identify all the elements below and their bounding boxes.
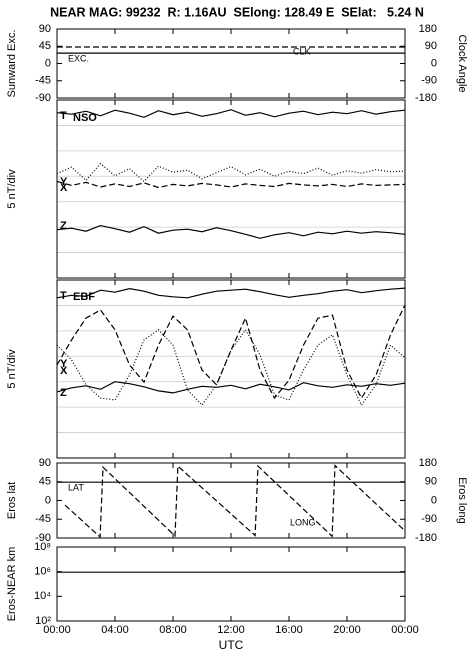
series-label: X — [60, 182, 68, 194]
series-label: CLK — [293, 46, 311, 56]
series-label: LONG — [290, 517, 316, 527]
x-tick-label: 00:00 — [391, 624, 419, 636]
y-tick-label: 10² — [35, 615, 51, 627]
y2-tick-label: -90 — [421, 513, 437, 525]
series-line — [56, 180, 406, 189]
series-label: Z — [60, 387, 67, 399]
y-axis-label: Sunward Exc. — [6, 30, 18, 98]
series-line — [64, 464, 406, 539]
series-line — [56, 381, 406, 394]
y2-tick-label: 180 — [419, 23, 437, 35]
y-tick-label: 0 — [45, 494, 51, 506]
y-tick-label: 10⁴ — [34, 590, 51, 602]
x-tick-label: 20:00 — [333, 624, 361, 636]
y-axis-label: Eros lat — [6, 482, 18, 519]
series-label: LAT — [68, 482, 84, 492]
y-axis-label: 5 nT/div — [6, 169, 18, 209]
y-tick-label: 0 — [45, 57, 51, 69]
series-label: Y — [60, 358, 68, 370]
y2-tick-label: 90 — [425, 40, 437, 52]
y-tick-label: 90 — [39, 457, 51, 469]
y2-axis-label: Clock Angle — [456, 34, 468, 92]
y2-tick-label: 180 — [419, 457, 437, 469]
y-tick-label: -90 — [35, 532, 51, 544]
series-label: Z — [60, 220, 67, 232]
y-axis-label: Eros-NEAR km — [6, 547, 18, 622]
y2-tick-label: -180 — [415, 532, 437, 544]
y-tick-label: 45 — [39, 476, 51, 488]
y-tick-label: 90 — [39, 23, 51, 35]
series-label: Y — [60, 176, 68, 188]
x-tick-label: 00:00 — [43, 624, 71, 636]
figure-title: NEAR MAG: 99232 R: 1.16AU SElong: 128.49… — [50, 5, 424, 19]
series-label: X — [60, 365, 68, 377]
x-tick-label: 12:00 — [217, 624, 245, 636]
y-tick-label: -90 — [35, 92, 51, 104]
y-tick-label: 45 — [39, 40, 51, 52]
y2-tick-label: 90 — [425, 476, 437, 488]
x-tick-label: 16:00 — [275, 624, 303, 636]
series-line — [56, 287, 406, 299]
series-line — [56, 224, 406, 239]
y-tick-label: 10⁶ — [34, 566, 51, 578]
series-line — [56, 109, 406, 118]
x-axis-label: UTC — [219, 638, 244, 652]
series-line — [56, 304, 406, 400]
series-label: EXC. — [68, 53, 89, 63]
y2-tick-label: -90 — [421, 75, 437, 87]
series-label: T — [60, 290, 67, 302]
x-tick-label: 08:00 — [159, 624, 187, 636]
frame-label: NSO — [73, 112, 97, 124]
y2-tick-label: 0 — [431, 494, 437, 506]
y2-tick-label: -180 — [415, 92, 437, 104]
series-label: T — [60, 110, 67, 122]
y-tick-label: -45 — [35, 513, 51, 525]
y2-tick-label: 0 — [431, 57, 437, 69]
x-tick-label: 04:00 — [101, 624, 129, 636]
y-tick-label: 10⁸ — [34, 541, 51, 553]
y2-axis-label: Eros long — [456, 477, 468, 523]
y-axis-label: 5 nT/div — [6, 349, 18, 389]
y-tick-label: -45 — [35, 75, 51, 87]
frame-label: EBF — [73, 291, 95, 303]
